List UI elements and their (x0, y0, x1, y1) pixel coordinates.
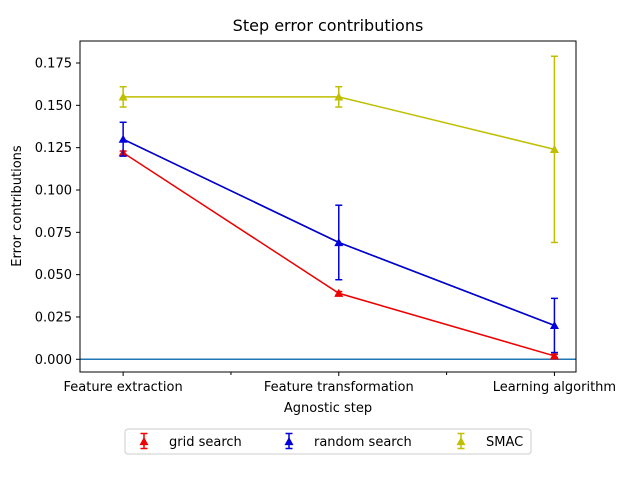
y-tick-label: 0.075 (35, 226, 72, 241)
data-point (334, 92, 344, 101)
data-point (549, 144, 559, 153)
x-axis-label: Agnostic step (284, 401, 372, 416)
legend-label: grid search (169, 435, 242, 450)
y-tick-label: 0.050 (35, 268, 72, 283)
legend-marker (139, 437, 149, 446)
legend-marker (284, 437, 294, 446)
y-tick-label: 0.025 (35, 310, 72, 325)
y-tick-label: 0.150 (35, 99, 72, 114)
data-point (549, 320, 559, 330)
data-point (118, 92, 128, 101)
axes: 0.000 0.025 0.050 0.075 0.100 0.125 0.150 0.175… (35, 40, 616, 395)
data-point (334, 237, 344, 247)
legend-label: SMAC (486, 435, 523, 450)
series-grid-search (118, 148, 559, 360)
legend: grid search random search SMAC (124, 428, 532, 455)
data-point (118, 134, 128, 143)
legend-label: random search (314, 435, 412, 450)
legend-box (124, 428, 532, 455)
y-tick-label: 0.175 (35, 57, 72, 72)
y-axis-label: Error contributions (10, 145, 25, 267)
series-smac (118, 55, 559, 244)
plot-area (80, 55, 576, 361)
data-point (549, 351, 559, 360)
x-tick-label: Feature transformation (264, 380, 414, 395)
legend-marker (456, 437, 466, 446)
legend-entry-random-search: random search (284, 432, 412, 450)
x-tick-label: Feature extraction (64, 380, 183, 395)
x-tick-label: Learning algorithm (493, 380, 616, 395)
plot-frame (79, 40, 577, 373)
y-tick-label: 0.100 (35, 183, 72, 198)
y-tick-label: 0.000 (35, 353, 72, 368)
series-random-search (118, 121, 559, 354)
data-point (334, 288, 344, 297)
y-tick-label: 0.125 (35, 141, 72, 156)
chart-title: Step error contributions (233, 16, 424, 35)
legend-entry-grid-search: grid search (139, 432, 242, 450)
legend-entry-smac: SMAC (456, 432, 523, 450)
